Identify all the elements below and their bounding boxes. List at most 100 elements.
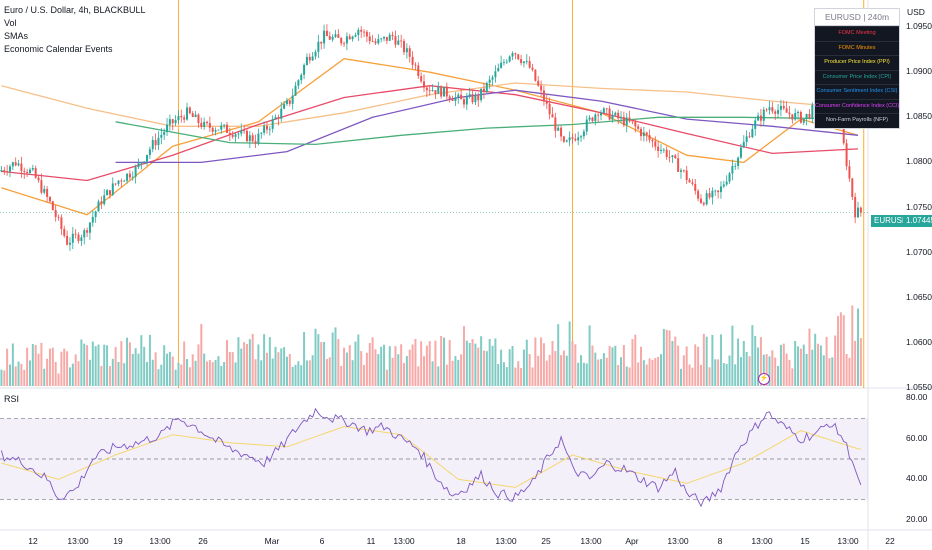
candle-body <box>494 71 497 78</box>
candle-body <box>851 178 854 197</box>
candle-body <box>60 217 63 229</box>
volume-bar <box>251 333 254 386</box>
candle-body <box>34 167 37 178</box>
rsi-title[interactable]: RSI <box>4 394 20 404</box>
candle-body <box>677 158 680 172</box>
volume-bar <box>48 348 51 386</box>
volume-bar <box>782 343 785 386</box>
candle-body <box>120 180 123 182</box>
volume-bar <box>771 350 774 386</box>
volume-bar <box>3 370 6 386</box>
candle-body <box>400 40 403 42</box>
candle-body <box>642 132 645 137</box>
candle-body <box>565 140 568 142</box>
volume-bar <box>51 347 54 386</box>
candle-body <box>540 85 543 91</box>
candle-body <box>454 97 457 101</box>
time-tick-label: Apr <box>625 536 639 546</box>
sma-line-0 <box>1 58 859 216</box>
candle-body <box>739 147 742 158</box>
volume-bar <box>143 346 146 386</box>
volume-bar <box>211 362 214 386</box>
volume-bar <box>737 338 740 386</box>
candle-body <box>203 121 206 127</box>
volume-bar <box>314 328 317 386</box>
currency-label[interactable]: USD <box>907 7 925 17</box>
volume-bar <box>80 339 83 386</box>
candle-body <box>502 62 505 63</box>
candle-body <box>622 116 625 126</box>
time-tick-label: 19 <box>113 536 123 546</box>
volume-bar <box>86 345 89 386</box>
volume-bar <box>431 361 434 386</box>
volume-bar <box>394 346 397 386</box>
candle-body <box>445 86 448 97</box>
volume-bar <box>668 330 671 386</box>
volume-bar <box>365 352 368 386</box>
candle-body <box>180 115 183 118</box>
candle-body <box>462 99 465 105</box>
candle-body <box>274 117 277 120</box>
volume-bar <box>154 352 157 386</box>
volume-bar <box>779 344 782 386</box>
volume-bar <box>166 353 169 386</box>
volume-bar <box>94 346 97 386</box>
volume-bar <box>708 367 711 386</box>
candle-body <box>620 116 623 119</box>
volume-bar <box>265 352 268 386</box>
volume-bar <box>451 360 454 386</box>
volume-bar <box>328 357 331 386</box>
volume-bar <box>839 312 842 386</box>
volume-bar <box>491 345 494 386</box>
volume-bar <box>525 339 528 386</box>
candle-body <box>174 120 177 124</box>
volume-bar <box>88 359 91 386</box>
candle-body <box>403 40 406 53</box>
candle-body <box>802 118 805 123</box>
volume-bar <box>46 358 49 386</box>
candle-body <box>248 135 251 142</box>
volume-bar <box>728 355 731 386</box>
volume-bar <box>502 362 505 386</box>
candle-body <box>428 90 431 92</box>
volume-bar <box>100 365 103 386</box>
legend-vol[interactable]: Vol <box>4 18 17 28</box>
candle-body <box>725 181 728 185</box>
volume-bar <box>285 356 288 386</box>
volume-bar <box>774 357 777 386</box>
volume-bar <box>360 351 363 386</box>
volume-bar <box>842 315 845 386</box>
legend-calendar[interactable]: Economic Calendar Events <box>4 44 113 54</box>
candle-body <box>485 82 488 92</box>
volume-bar <box>694 344 697 386</box>
volume-bar <box>754 335 757 386</box>
volume-bar <box>400 344 403 386</box>
legend-title[interactable]: Euro / U.S. Dollar, 4h, BLACKBULL <box>4 5 146 15</box>
volume-bar <box>805 353 808 386</box>
volume-bar <box>620 357 623 386</box>
volume-bar <box>802 344 805 386</box>
candle-body <box>385 36 388 41</box>
price-tick-label: 1.07500 <box>906 201 932 212</box>
candle-body <box>314 51 317 57</box>
candle-body <box>514 53 517 55</box>
candle-body <box>11 162 14 167</box>
calendar-event-3: Consumer Price Index (CPI) <box>815 69 899 85</box>
volume-bar <box>191 354 194 386</box>
volume-bar <box>283 347 286 386</box>
legend-smas[interactable]: SMAs <box>4 31 29 41</box>
volume-bar <box>120 341 123 386</box>
candle-body <box>608 108 611 120</box>
time-tick-label: 8 <box>717 536 723 546</box>
candle-body <box>114 183 117 185</box>
volume-bar <box>788 359 791 386</box>
volume-bar <box>17 361 20 386</box>
volume-bar <box>397 354 400 386</box>
volume-bar <box>168 351 171 386</box>
volume-bar <box>565 355 568 386</box>
candle-body <box>520 59 523 64</box>
candle-body <box>500 62 503 68</box>
lightning-icon[interactable]: ⚡ <box>758 373 770 385</box>
volume-bar <box>308 360 311 386</box>
